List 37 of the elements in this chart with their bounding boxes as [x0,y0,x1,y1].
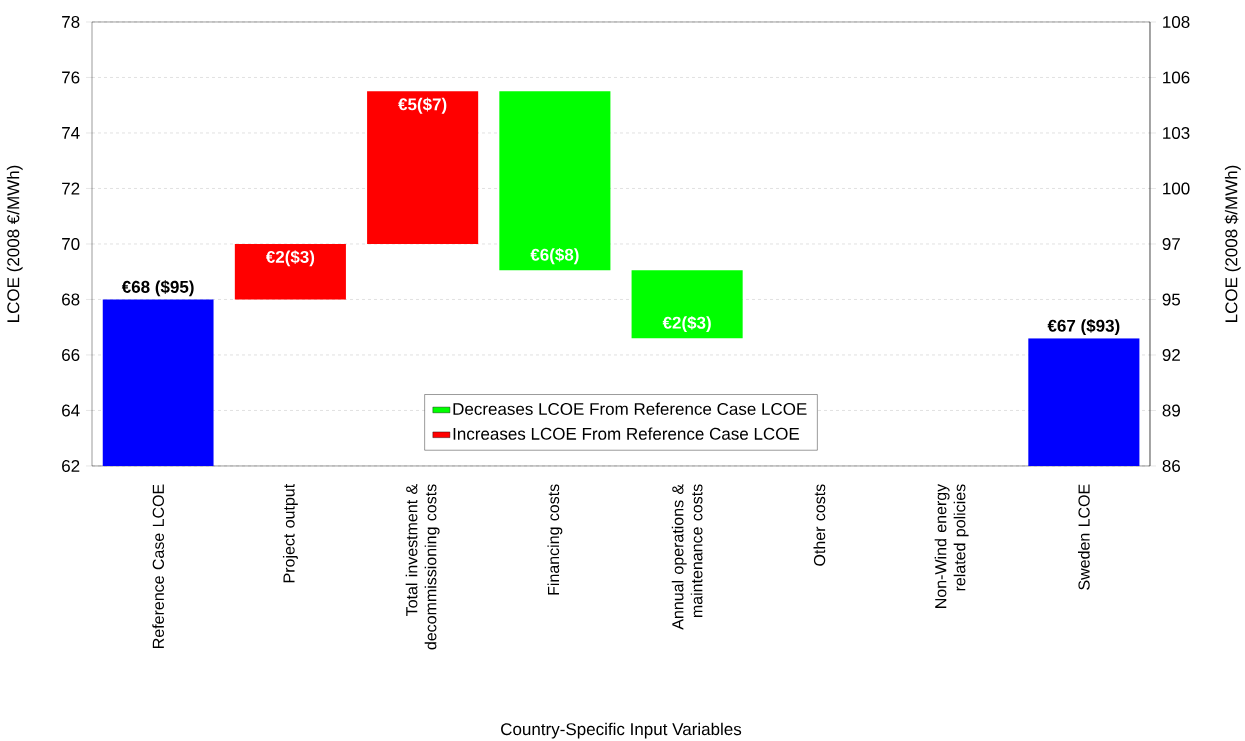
x-tick-label: Non-Wind energy related policies [934,483,969,608]
x-tick-label: Other costs [813,484,826,566]
data-label: €6($8) [530,247,579,265]
y-tick-label: 64 [62,404,80,417]
y2-tick-label: 95 [1162,293,1181,306]
y2-tick-label: 103 [1163,126,1190,140]
y2-tick-label: 92 [1162,348,1180,362]
y-tick-label: 76 [62,71,80,84]
y-tick-label: 70 [62,237,80,250]
y-tick-label: 62 [62,459,80,472]
legend-label: Decreases LCOE From Reference Case LCOE [453,402,807,415]
x-axis-title: Country-Specific Input Variables [501,722,742,739]
y2-tick-label: 86 [1162,459,1181,473]
x-tick-label: Annual operations & maintenance costs [671,484,703,630]
y-tick-label: 72 [62,182,80,195]
x-tick-label: Project output [282,483,298,583]
y2-tick-label: 108 [1163,15,1190,29]
data-label: €67 ($93) [1047,318,1120,336]
data-label: €2($3) [662,315,711,333]
data-label: €2($3) [265,250,315,267]
x-tick-label: Total investment & decommissioning costs [405,484,440,650]
y2-tick-label: 97 [1162,237,1180,251]
y2-tick-label: 106 [1163,71,1190,84]
data-label: €5($7) [398,97,447,114]
y-tick-label: 74 [62,127,80,139]
y-axis-title: LCOE (2008 €/MWh) [6,165,23,322]
y-tick-label: 78 [62,15,80,28]
x-tick-label: Sweden LCOE [1077,484,1090,590]
y-tick-label: 66 [62,348,80,361]
x-tick-label: Reference Case LCOE [152,484,164,648]
y2-tick-label: 100 [1163,182,1190,195]
legend-label: Increases LCOE From Reference Case LCOE [453,427,800,440]
x-tick-label: Financing costs [547,484,563,595]
data-label: €68 ($95) [121,280,194,297]
y2-tick-label: 89 [1162,404,1180,417]
y-tick-label: 68 [62,293,80,306]
y2-axis-title: LCOE (2008 $/MWh) [1224,165,1241,322]
